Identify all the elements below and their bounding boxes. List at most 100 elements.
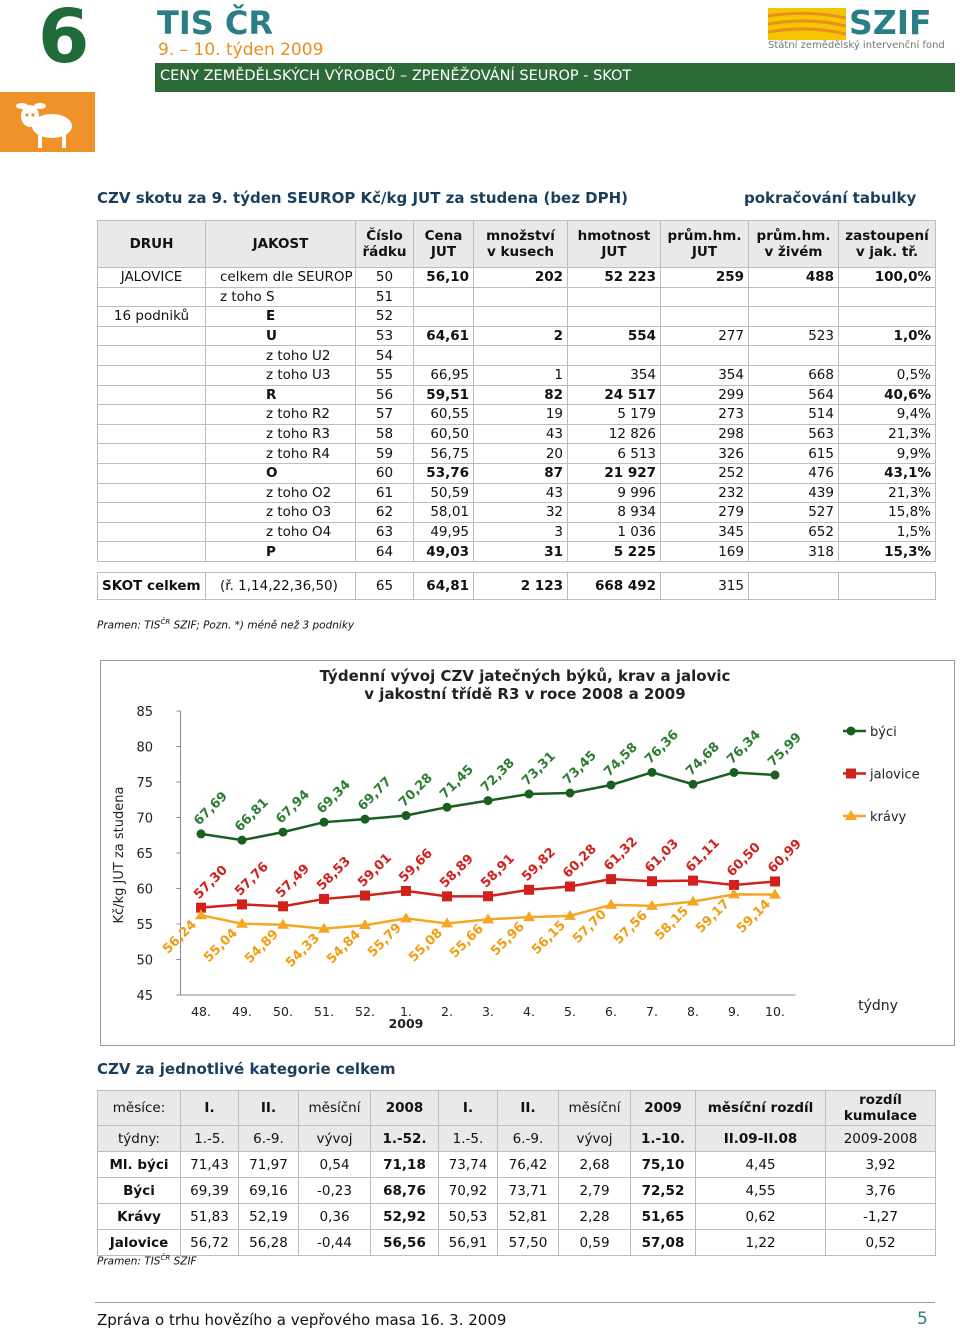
- column-header: prům.hm. JUT: [660, 220, 749, 268]
- table-cell: 16 podniků: [97, 306, 206, 327]
- data-point: [483, 891, 493, 902]
- header-cell: měsíční: [558, 1090, 631, 1126]
- data-point: [565, 788, 575, 798]
- table-cell: 56: [355, 384, 414, 406]
- x-tick-label: 48.: [191, 1004, 211, 1019]
- table-cell: 52,92: [370, 1203, 439, 1230]
- table-cell: Býci: [97, 1177, 181, 1204]
- table-cell: 56,91: [438, 1229, 498, 1256]
- header-cell: týdny:: [97, 1125, 181, 1152]
- table-cell: 298: [660, 423, 749, 445]
- table-cell: [473, 345, 568, 366]
- data-point: [729, 767, 739, 777]
- footer-rule: [95, 1302, 935, 1303]
- table-cell: 52: [355, 306, 414, 327]
- data-point: [482, 913, 494, 924]
- table-cell: 277: [660, 325, 749, 347]
- legend-marker: [845, 810, 857, 820]
- data-point: [770, 770, 780, 780]
- table-cell: 12 826: [567, 423, 661, 445]
- source-rest: SZIF: [173, 1255, 197, 1268]
- table-cell: [97, 325, 206, 347]
- data-point: [770, 876, 780, 887]
- table-cell: 0,36: [298, 1203, 371, 1230]
- data-point: [606, 780, 616, 790]
- column-header: Cena JUT: [413, 220, 474, 268]
- table-cell: z toho S: [205, 286, 356, 308]
- data-point: [400, 912, 412, 923]
- table-cell: 53: [355, 325, 414, 347]
- table-cell: [660, 345, 749, 366]
- table-cell: [567, 286, 661, 308]
- table-cell: 70,92: [438, 1177, 498, 1204]
- table-cell: 1,5%: [838, 521, 936, 543]
- column-header: hmotnost JUT: [567, 220, 661, 268]
- table-cell: 21,3%: [838, 423, 936, 445]
- data-point: [565, 881, 575, 892]
- table-cell: [97, 345, 206, 366]
- table-cell: 0,62: [695, 1203, 826, 1230]
- logo-graphic: [768, 8, 846, 40]
- table-cell: 1,22: [695, 1229, 826, 1256]
- table-cell: 50,53: [438, 1203, 498, 1230]
- table-row: z toho R3 58 60,50 43 12 826 298 563 21,3%: [97, 423, 936, 445]
- data-point: [647, 876, 657, 887]
- table-cell: 59,51: [413, 384, 474, 406]
- table-cell: 318: [748, 541, 839, 562]
- table-cell: celkem dle SEUROP: [205, 267, 356, 288]
- header-cell: rozdíl kumulace: [825, 1090, 936, 1126]
- table-cell: 49,03: [413, 541, 474, 562]
- legend-marker: [846, 726, 856, 736]
- footer-text: Zpráva o trhu hovězího a vepřového masa …: [97, 1311, 507, 1329]
- table-cell: 82: [473, 384, 568, 406]
- chart: Týdenní vývoj CZV jatečných býků, krav a…: [100, 660, 955, 1046]
- table-cell: [97, 443, 206, 464]
- total-table: SKOT celkem (ř. 1,14,22,36,50) 65 64,81 2 12…: [97, 572, 936, 600]
- x-tick-label: 51.: [314, 1004, 334, 1019]
- header-cell: vývoj: [298, 1125, 371, 1152]
- header-row: měsíce: I. II. měsíční 2008 I. II. měsíční 2009 m…: [97, 1090, 936, 1126]
- table-row: z toho O3 62 58,01 32 8 934 279 527 15,8%: [97, 502, 936, 523]
- table-cell: [473, 286, 568, 308]
- table-cell: 52,19: [238, 1203, 299, 1230]
- table-row: JALOVICE celkem dle SEUROP 50 56,10 202 52 22…: [97, 267, 936, 288]
- table-cell: 15,8%: [838, 502, 936, 523]
- table-row: z toho U2 54: [97, 345, 936, 366]
- table-cell: 19: [473, 404, 568, 425]
- column-header: JAKOST: [205, 220, 356, 268]
- table-cell: 56,10: [413, 267, 474, 288]
- y-tick-label: 75: [136, 776, 153, 791]
- y-tick-label: 50: [136, 954, 153, 969]
- data-point: [359, 919, 371, 930]
- data-point: [647, 767, 657, 777]
- table-cell: R: [205, 384, 356, 406]
- y-tick-label: 55: [136, 918, 153, 933]
- legend-label: jalovice: [869, 768, 920, 783]
- table-cell: 9 996: [567, 482, 661, 504]
- table-cell: 5 179: [567, 404, 661, 425]
- table-cell: 54: [355, 345, 414, 366]
- column-header: DRUH: [97, 220, 206, 268]
- table-cell: 564: [748, 384, 839, 406]
- table-cell: 488: [748, 267, 839, 288]
- table-cell: 279: [660, 502, 749, 523]
- header-cell: 2009: [630, 1090, 696, 1126]
- source-text: Pramen: TIS: [97, 619, 161, 632]
- header-cell: II.: [497, 1090, 559, 1126]
- data-point: [318, 922, 330, 933]
- data-point: [524, 789, 534, 799]
- table-cell: [838, 345, 936, 366]
- source: Pramen: TISČR SZIF: [97, 1254, 197, 1268]
- data-point: [196, 829, 206, 839]
- week: 9. – 10. týden 2009: [158, 40, 324, 60]
- table: DRUH JAKOST Číslo řádku Cena JUT množství v …: [97, 220, 936, 562]
- table-cell: SKOT celkem: [97, 572, 206, 600]
- data-point: [523, 911, 535, 922]
- table-cell: 0,59: [558, 1229, 631, 1256]
- source-sup: ČR: [160, 1254, 171, 1262]
- table-cell: 43: [473, 423, 568, 445]
- header-cell: II.09-II.08: [695, 1125, 826, 1152]
- table-cell: [838, 286, 936, 308]
- x-tick-label: 9.: [728, 1004, 740, 1019]
